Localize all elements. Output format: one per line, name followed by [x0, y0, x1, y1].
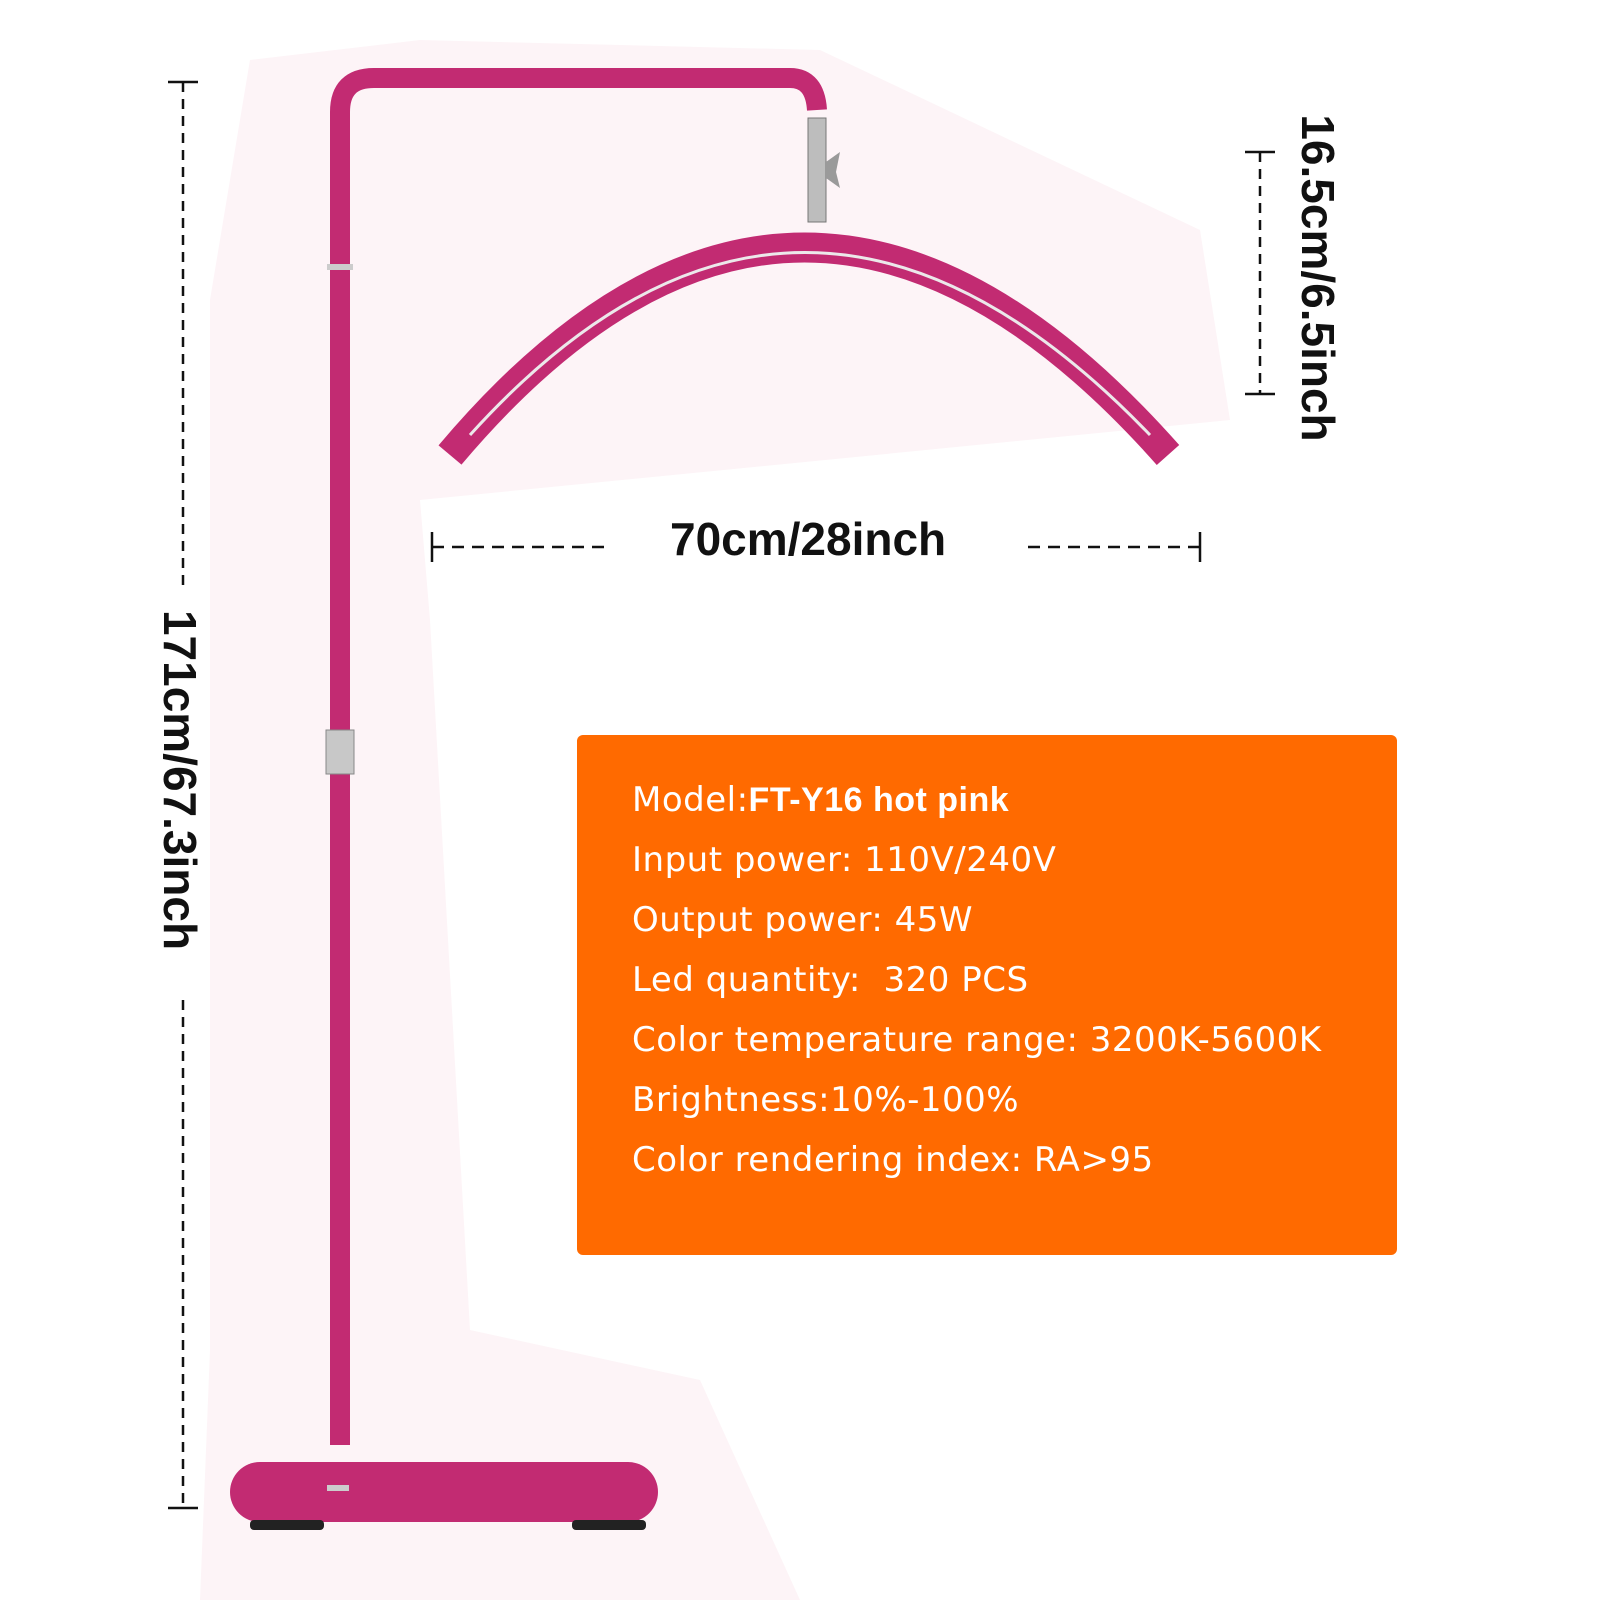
spec-label: Color temperature range:: [632, 1020, 1079, 1060]
spec-label: Model:: [632, 780, 749, 820]
arc-height-dimension-label: 16.5cm/6.5inch: [1292, 114, 1344, 442]
base-screw: [327, 1485, 349, 1491]
lamp-base: [230, 1462, 658, 1522]
spec-value: FT-Y16 hot pink: [748, 781, 1010, 819]
spec-value: 45W: [883, 900, 974, 940]
spec-led-quantity: Led quantity: 320 PCS: [632, 960, 1029, 1000]
spec-value: 3200K-5600K: [1078, 1020, 1322, 1060]
spec-brightness: Brightness:10%-100%: [632, 1080, 1019, 1120]
lamp-clamp: [807, 117, 827, 223]
spec-label: Led quantity:: [632, 960, 861, 1000]
spec-cri: Color rendering index: RA>95: [632, 1140, 1154, 1180]
pole-height-adjuster: [325, 729, 355, 775]
spec-panel: Model:FT-Y16 hot pink Input power: 110V/…: [577, 735, 1397, 1255]
base-foot: [572, 1520, 646, 1530]
light-diffuser: [468, 251, 1152, 437]
spec-label: Brightness:: [632, 1080, 831, 1120]
pole-joint: [327, 264, 353, 270]
base-foot: [250, 1520, 324, 1530]
spec-value: 10%-100%: [830, 1080, 1020, 1120]
spec-output-power: Output power: 45W: [632, 900, 973, 940]
spec-label: Input power:: [632, 840, 853, 880]
width-dimension-label: 70cm/28inch: [670, 513, 947, 565]
half-moon-light: [438, 232, 1180, 465]
spec-model: Model:FT-Y16 hot pink: [632, 780, 1009, 820]
spec-value: RA>95: [1022, 1140, 1154, 1180]
lamp-pole: [330, 68, 827, 1445]
spec-value: 110V/240V: [852, 840, 1057, 880]
spec-color-temperature: Color temperature range: 3200K-5600K: [632, 1020, 1322, 1060]
height-dimension-label: 171cm/67.3inch: [154, 609, 206, 951]
dimension-lines: [168, 80, 1275, 1510]
spec-label: Color rendering index:: [632, 1140, 1023, 1180]
wing-nut-icon: [826, 152, 840, 188]
spec-label: Output power:: [632, 900, 884, 940]
spec-input-power: Input power: 110V/240V: [632, 840, 1056, 880]
spec-value: 320 PCS: [860, 960, 1029, 1000]
